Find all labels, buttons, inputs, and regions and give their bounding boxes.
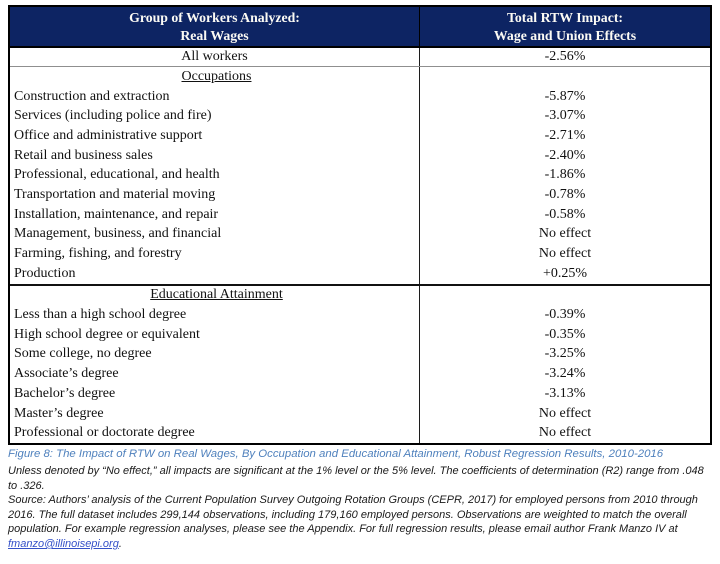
table-row: Installation, maintenance, and repair -0… <box>10 204 710 225</box>
section-title: Educational Attainment <box>10 285 420 306</box>
impact-cell: -3.24% <box>544 366 586 382</box>
group-cell: Office and administrative support <box>10 126 420 146</box>
email-link[interactable]: fmanzo@illinoisepi.org <box>8 537 119 550</box>
section-row-occupations: Occupations <box>10 67 710 87</box>
header-col2-line2: Wage and Union Effects <box>493 27 637 43</box>
impact-cell: No effect <box>538 405 592 421</box>
table-row: Retail and business sales -2.40% <box>10 145 710 166</box>
source-text: Source: Authors’ analysis of the Current… <box>8 494 698 536</box>
table-row: Some college, no degree -3.25% <box>10 344 710 365</box>
table-row: Services (including police and fire) -3.… <box>10 106 710 127</box>
impact-cell <box>420 286 710 306</box>
impact-cell: No effect <box>538 246 592 262</box>
figure-note: Unless denoted by “No effect,” all impac… <box>8 465 704 492</box>
table-row: Production +0.25% <box>10 263 710 284</box>
impact-cell: -0.35% <box>544 326 586 342</box>
header-col1-line1: Group of Workers Analyzed: <box>129 9 300 25</box>
section-title: Occupations <box>10 67 420 87</box>
figure-caption: Figure 8: The Impact of RTW on Real Wage… <box>8 448 664 460</box>
header-col1-line2: Real Wages <box>180 27 249 43</box>
table-header-row: Group of Workers Analyzed: Real Wages To… <box>10 7 710 48</box>
header-group-of-workers: Group of Workers Analyzed: Real Wages <box>10 7 420 46</box>
table-row: Management, business, and financial No e… <box>10 224 710 245</box>
group-cell: Services (including police and fire) <box>10 106 420 127</box>
source-suffix: . <box>118 537 122 550</box>
group-cell: High school degree or equivalent <box>10 324 420 345</box>
group-cell: Bachelor’s degree <box>10 384 420 404</box>
table-row: Construction and extraction -5.87% <box>10 86 710 107</box>
header-total-rtw-impact: Total RTW Impact: Wage and Union Effects <box>420 7 710 46</box>
impact-cell: -0.58% <box>544 206 586 222</box>
group-cell: Professional, educational, and health <box>10 165 420 186</box>
impact-cell: -2.40% <box>544 147 586 163</box>
table-row-all-workers: All workers -2.56% <box>10 48 710 67</box>
group-cell: Professional or doctorate degree <box>10 423 420 444</box>
figure-source: Source: Authors’ analysis of the Current… <box>8 493 715 551</box>
table-row: Less than a high school degree -0.39% <box>10 305 710 325</box>
impact-cell: -1.86% <box>544 167 586 183</box>
table-row: Transportation and material moving -0.78… <box>10 185 710 205</box>
impact-cell: -5.87% <box>544 88 586 104</box>
table-row: Professional, educational, and health -1… <box>10 165 710 186</box>
group-cell: All workers <box>10 48 420 66</box>
group-cell: Transportation and material moving <box>10 185 420 205</box>
impact-cell: No effect <box>538 226 592 242</box>
caption-block: Figure 8: The Impact of RTW on Real Wage… <box>8 448 715 552</box>
impact-cell: -0.39% <box>544 307 586 323</box>
group-cell: Management, business, and financial <box>10 224 420 245</box>
group-cell: Master’s degree <box>10 403 420 424</box>
group-cell: Associate’s degree <box>10 364 420 384</box>
impact-cell: No effect <box>538 425 592 441</box>
table-row: Professional or doctorate degree No effe… <box>10 423 710 444</box>
table-row: Office and administrative support -2.71% <box>10 126 710 146</box>
impact-cell: +0.25% <box>542 265 588 281</box>
impact-cell: -0.78% <box>544 186 586 202</box>
header-col2-line1: Total RTW Impact: <box>506 9 624 25</box>
group-cell: Some college, no degree <box>10 344 420 365</box>
group-cell: Farming, fishing, and forestry <box>10 244 420 264</box>
section-row-educational-attainment: Educational Attainment <box>10 283 710 306</box>
group-cell: Production <box>10 263 420 284</box>
table-row: Associate’s degree -3.24% <box>10 364 710 384</box>
impact-cell <box>420 67 710 87</box>
table-row: High school degree or equivalent -0.35% <box>10 324 710 345</box>
impact-cell: -3.13% <box>544 385 586 401</box>
figure8-table: Group of Workers Analyzed: Real Wages To… <box>8 5 712 446</box>
group-cell: Installation, maintenance, and repair <box>10 204 420 225</box>
impact-cell: -3.25% <box>544 346 586 362</box>
impact-cell: -2.56% <box>544 49 586 64</box>
impact-cell: -3.07% <box>544 108 586 124</box>
impact-cell: -2.71% <box>544 127 586 143</box>
table-row: Bachelor’s degree -3.13% <box>10 384 710 404</box>
group-cell: Less than a high school degree <box>10 305 420 325</box>
group-cell: Construction and extraction <box>10 86 420 107</box>
table-row: Master’s degree No effect <box>10 403 710 424</box>
table-row: Farming, fishing, and forestry No effect <box>10 244 710 264</box>
group-cell: Retail and business sales <box>10 145 420 166</box>
